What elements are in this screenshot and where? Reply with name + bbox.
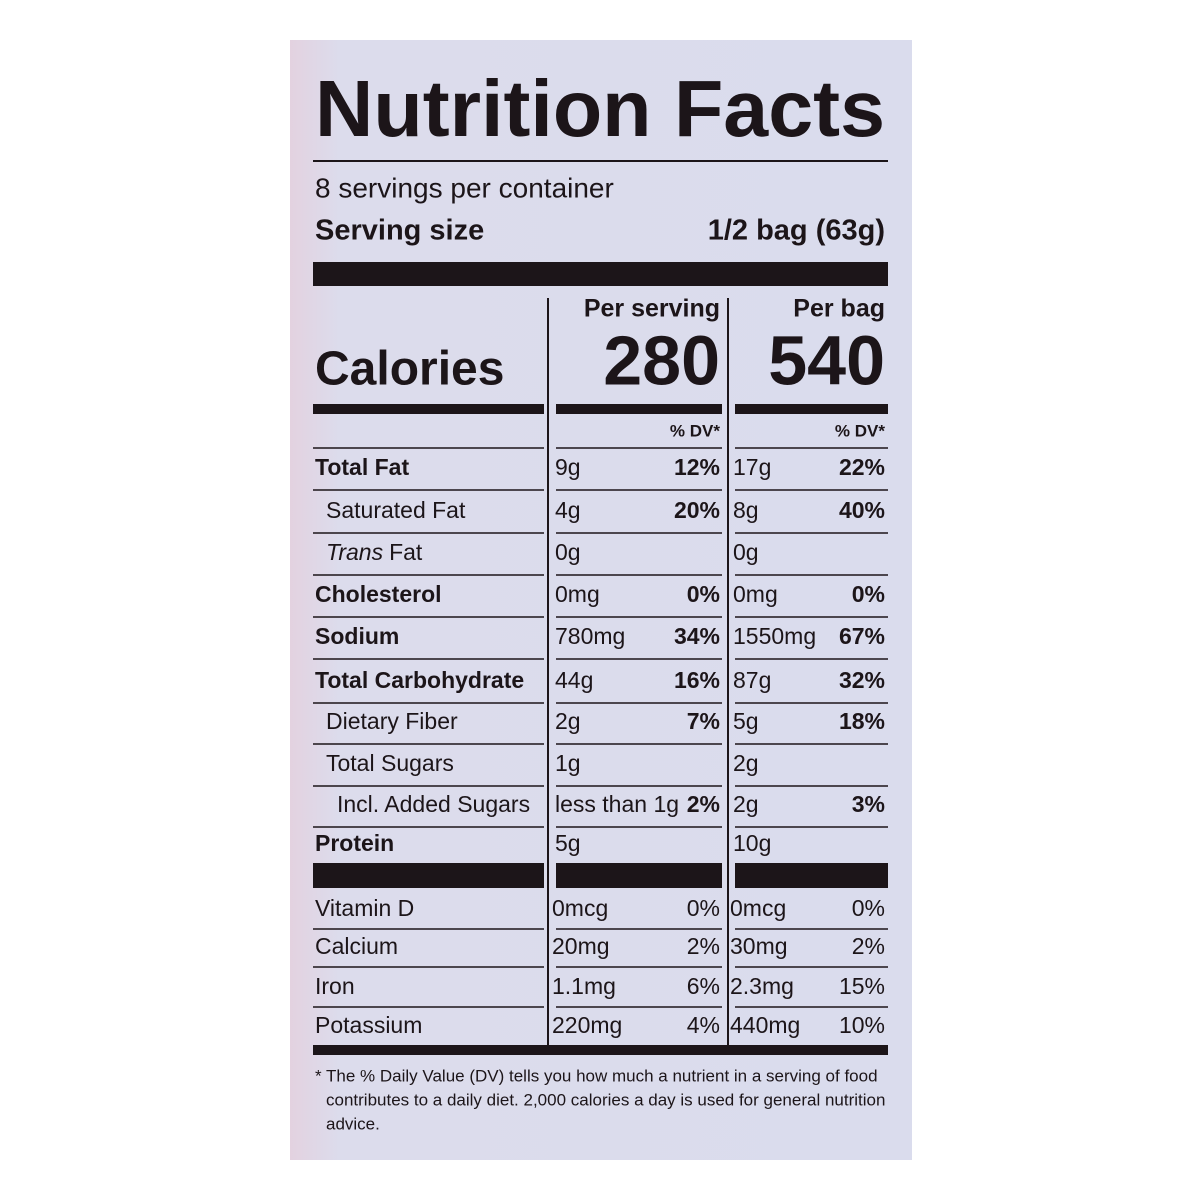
vitamin-name: Calcium (315, 933, 398, 959)
footnote-line: contributes to a daily diet. 2,000 calor… (326, 1090, 885, 1109)
amount: 20mg (552, 933, 610, 959)
rule (313, 160, 888, 162)
daily-value: 0% (687, 581, 720, 607)
medium-bar (735, 404, 888, 414)
thick-bar (735, 863, 888, 888)
column-heading: Per serving (584, 295, 720, 323)
amount: 1.1mg (552, 973, 616, 999)
amount: less than 1g (555, 791, 679, 817)
amount: 780mg (555, 623, 625, 649)
nutrient-name: Sodium (315, 623, 399, 649)
amount: 440mg (730, 1012, 800, 1038)
nutrient-name: Dietary Fiber (326, 708, 458, 734)
amount: 2g (733, 791, 759, 817)
bottom-bar (313, 1045, 888, 1055)
daily-value: 34% (674, 623, 720, 649)
daily-value: 16% (674, 667, 720, 693)
amount: 0g (555, 539, 581, 565)
amount: 2g (555, 708, 581, 734)
dv-header: % DV* (670, 421, 720, 440)
nutrient-name-italic: Trans (326, 539, 384, 565)
dv-header: % DV* (835, 421, 885, 440)
amount: 30mg (730, 933, 788, 959)
vitamin-name: Vitamin D (315, 895, 414, 921)
nutrient-name: Total Carbohydrate (315, 667, 524, 693)
daily-value: 4% (687, 1012, 720, 1038)
daily-value: 22% (839, 454, 885, 480)
thick-bar (313, 262, 888, 286)
daily-value: 40% (839, 497, 885, 523)
nutrient-name: Total Sugars (326, 750, 454, 776)
servings: 8 servings per container (315, 172, 614, 203)
title: Nutrition Facts (315, 64, 885, 153)
amount: 2g (733, 750, 759, 776)
amount: 0g (733, 539, 759, 565)
amount: 0mcg (552, 895, 608, 921)
amount: 8g (733, 497, 759, 523)
nutrient-name: Protein (315, 830, 394, 856)
nutrient-name: Cholesterol (315, 581, 442, 607)
nutrient-name: Trans Fat (326, 539, 423, 565)
amount: 0mg (555, 581, 600, 607)
amount: 1g (555, 750, 581, 776)
daily-value: 7% (687, 708, 720, 734)
amount: 4g (555, 497, 581, 523)
amount: 9g (555, 454, 581, 480)
daily-value: 0% (852, 581, 885, 607)
thick-bar (556, 863, 722, 888)
amount: 5g (733, 708, 759, 734)
daily-value: 2% (687, 933, 720, 959)
daily-value: 20% (674, 497, 720, 523)
calories-value: 540 (768, 321, 885, 399)
amount: 44g (555, 667, 593, 693)
nutrient-name: Total Fat (315, 454, 409, 480)
amount: 87g (733, 667, 771, 693)
daily-value: 3% (852, 791, 885, 817)
daily-value: 12% (674, 454, 720, 480)
footnote-line: * The % Daily Value (DV) tells you how m… (315, 1066, 878, 1085)
vitamin-name: Iron (315, 973, 355, 999)
nutrient-name: Saturated Fat (326, 497, 466, 523)
daily-value: 10% (839, 1012, 885, 1038)
calories-label: Calories (315, 343, 504, 396)
medium-bar (556, 404, 722, 414)
thick-bar (313, 863, 544, 888)
footnote-line: advice. (326, 1114, 380, 1133)
daily-value: 2% (852, 933, 885, 959)
serving-size-value: 1/2 bag (63g) (708, 215, 885, 247)
daily-value: 15% (839, 973, 885, 999)
daily-value: 0% (687, 895, 720, 921)
serving-size-label: Serving size (315, 215, 484, 247)
daily-value: 0% (852, 895, 885, 921)
daily-value: 6% (687, 973, 720, 999)
amount: 1550mg (733, 623, 816, 649)
amount: 2.3mg (730, 973, 794, 999)
amount: 10g (733, 830, 771, 856)
amount: 17g (733, 454, 771, 480)
daily-value: 18% (839, 708, 885, 734)
amount: 5g (555, 830, 581, 856)
medium-bar (313, 404, 544, 414)
column-heading: Per bag (793, 295, 885, 323)
nutrient-name: Incl. Added Sugars (337, 791, 530, 817)
daily-value: 67% (839, 623, 885, 649)
panel (290, 40, 912, 1160)
vitamin-name: Potassium (315, 1012, 422, 1038)
amount: 220mg (552, 1012, 622, 1038)
calories-value: 280 (603, 321, 720, 399)
amount: 0mg (733, 581, 778, 607)
amount: 0mcg (730, 895, 786, 921)
nutrient-name-rest: Fat (389, 539, 423, 565)
daily-value: 2% (687, 791, 720, 817)
daily-value: 32% (839, 667, 885, 693)
